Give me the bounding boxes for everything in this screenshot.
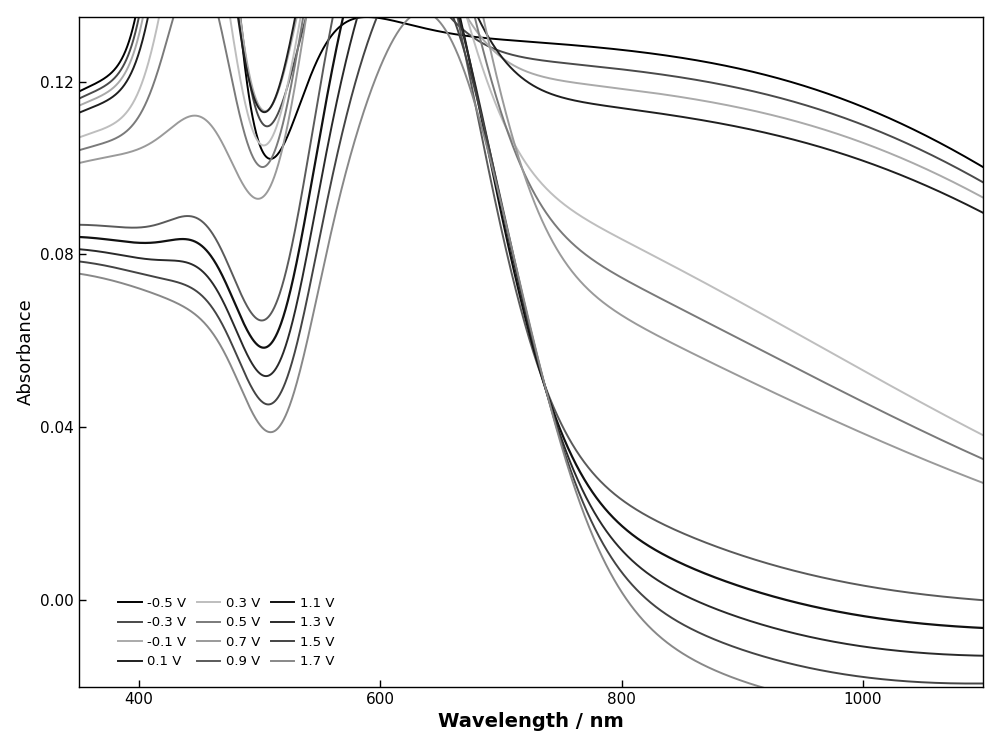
Legend: -0.5 V, -0.3 V, -0.1 V, 0.1 V, 0.3 V, 0.5 V, 0.7 V, 0.9 V, 1.1 V, 1.3 V, 1.5 V, : -0.5 V, -0.3 V, -0.1 V, 0.1 V, 0.3 V, 0.…	[113, 591, 339, 674]
Y-axis label: Absorbance: Absorbance	[17, 298, 35, 405]
X-axis label: Wavelength / nm: Wavelength / nm	[438, 712, 624, 732]
